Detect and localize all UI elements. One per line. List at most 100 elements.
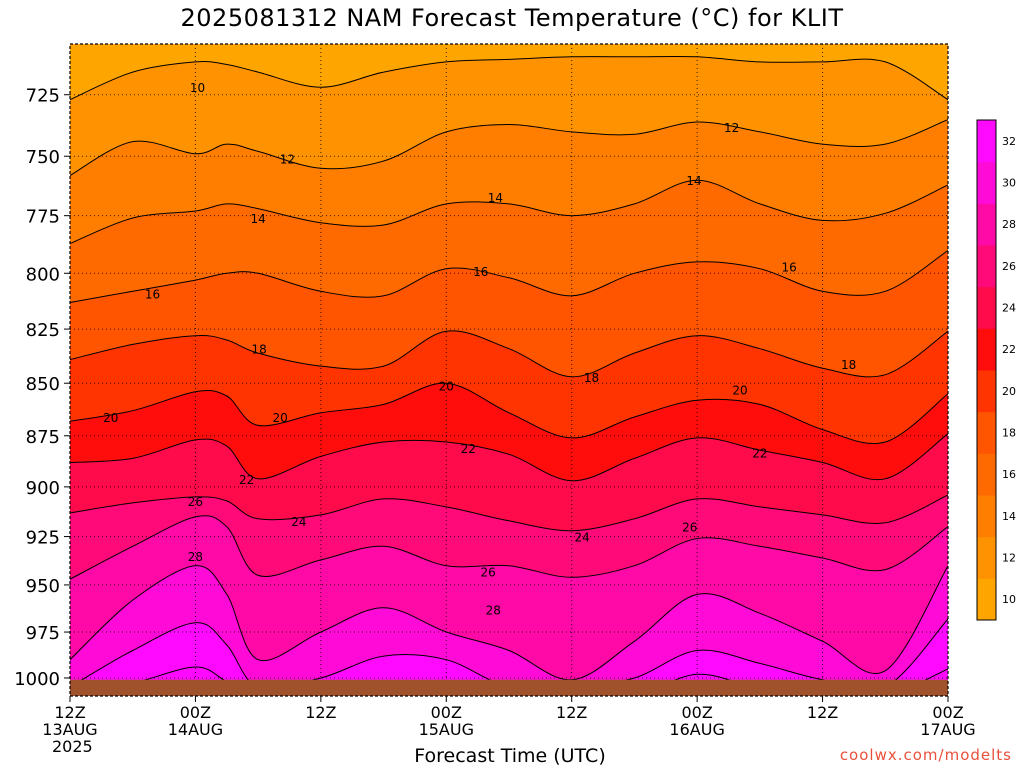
contour-label: 20 [439, 379, 454, 393]
x-tick-label: 12Z [54, 703, 85, 722]
isotherm-line [70, 515, 948, 580]
y-tick-label: 900 [26, 478, 60, 499]
colorbar-swatch [977, 411, 996, 454]
y-tick-label: 725 [26, 86, 60, 107]
contour-fills [70, 44, 948, 696]
y-tick-label: 875 [26, 427, 60, 448]
isotherm-line [70, 250, 948, 303]
isotherm-line [70, 119, 948, 176]
contour-label: 14 [488, 191, 503, 205]
contour-label: 22 [239, 473, 254, 487]
colorbar-swatch [977, 120, 996, 163]
contour-label: 18 [252, 343, 267, 357]
colorbar-tick-label: 28 [1002, 218, 1016, 231]
isotherm-line [70, 330, 948, 378]
contour-label: 16 [145, 288, 160, 302]
colorbar-tick-label: 32 [1002, 135, 1016, 148]
colorbar-tick-label: 16 [1002, 468, 1016, 481]
x-tick-label: 12Z [807, 703, 838, 722]
y-tick-label: 925 [26, 528, 60, 549]
colorbar-swatch [977, 578, 996, 621]
colorbar-swatch [977, 453, 996, 496]
y-tick-label: 800 [26, 264, 60, 285]
band-fill [70, 619, 948, 696]
y-axis: 725 750 775 800 825 850 875 900 925 950 975 1000 [14, 86, 70, 690]
contour-label: 16 [781, 260, 796, 274]
contour-labels: 10 12 12 14 14 14 16 16 16 18 18 18 20 20 20 20 22 22 22 24… [103, 81, 856, 618]
colorbar-tick-label: 18 [1002, 427, 1016, 440]
contour-label: 18 [841, 358, 856, 372]
contour-label: 14 [686, 174, 701, 188]
contour-label: 12 [724, 121, 739, 135]
x-tick-label: 17AUG [920, 720, 975, 739]
y-tick-label: 750 [26, 147, 60, 168]
x-tick-label: 00Z [932, 703, 963, 722]
colorbar-tick-label: 30 [1002, 177, 1016, 190]
x-tick-label: 16AUG [669, 720, 724, 739]
y-tick-label: 775 [26, 207, 60, 228]
contour-label: 28 [188, 550, 203, 564]
contour-label: 16 [473, 265, 488, 279]
y-tick-label: 825 [26, 320, 60, 341]
colorbar-tick-label: 12 [1002, 552, 1016, 565]
x-tick-label: 13AUG [42, 720, 97, 739]
contour-label: 26 [188, 495, 203, 509]
contour-label: 12 [280, 153, 295, 167]
contour-label: 24 [291, 515, 306, 529]
colorbar-frame [976, 119, 997, 621]
y-tick-label: 1000 [14, 669, 60, 690]
contour-label: 18 [584, 371, 599, 385]
isotherm-line [70, 494, 948, 532]
contour-label: 14 [251, 212, 266, 226]
colorbar-swatch [977, 161, 996, 204]
colorbar-tick-label: 22 [1002, 343, 1016, 356]
x-tick-label: 12Z [556, 703, 587, 722]
isotherm-line [70, 382, 948, 445]
x-tick-label: 2025 [52, 737, 93, 756]
contour-label: 26 [682, 521, 697, 535]
contour-label: 20 [103, 411, 118, 425]
contour-label: 28 [486, 604, 501, 618]
colorbar-swatch [977, 203, 996, 246]
colorbar-swatch [977, 536, 996, 579]
colorbar: 10 12 14 16 18 20 22 24 26 28 30 32 [976, 119, 1016, 621]
contour-label: 20 [272, 411, 287, 425]
colorbar-tick-label: 24 [1002, 302, 1016, 315]
credit-text: coolwx.com/modelts [839, 746, 1012, 764]
colorbar-swatch [977, 370, 996, 413]
grid [70, 44, 948, 696]
isotherm-line [70, 433, 948, 482]
colorbar-tick-label: 10 [1002, 593, 1016, 606]
x-tick-label: 12Z [305, 703, 336, 722]
colorbar-tick-label: 26 [1002, 260, 1016, 273]
colorbar-tick-label: 14 [1002, 510, 1016, 523]
colorbar-swatch [977, 245, 996, 288]
contour-label: 22 [461, 442, 476, 456]
x-tick-label: 00Z [681, 703, 712, 722]
x-tick-label: 15AUG [419, 720, 474, 739]
x-tick-label: 14AUG [168, 720, 223, 739]
colorbar-swatch [977, 286, 996, 329]
isotherm-line [70, 179, 948, 245]
contour-label: 26 [480, 566, 495, 580]
colorbar-tick-label: 20 [1002, 385, 1016, 398]
colorbar-swatch [977, 328, 996, 371]
colorbar-swatch [977, 495, 996, 538]
chart-title: 2025081312 NAM Forecast Temperature (°C)… [180, 4, 844, 32]
y-tick-label: 850 [26, 374, 60, 395]
isotherm-line [70, 565, 948, 681]
y-tick-label: 975 [26, 623, 60, 644]
x-tick-label: 00Z [431, 703, 462, 722]
x-tick-label: 00Z [180, 703, 211, 722]
isotherm-line [70, 55, 948, 101]
isotherm-line [70, 618, 948, 692]
contour-label: 20 [732, 384, 747, 398]
contour-label: 24 [575, 531, 590, 545]
ground-surface [70, 679, 948, 696]
contour-label: 10 [190, 81, 205, 95]
y-tick-label: 950 [26, 576, 60, 597]
contour-label: 22 [752, 446, 767, 460]
